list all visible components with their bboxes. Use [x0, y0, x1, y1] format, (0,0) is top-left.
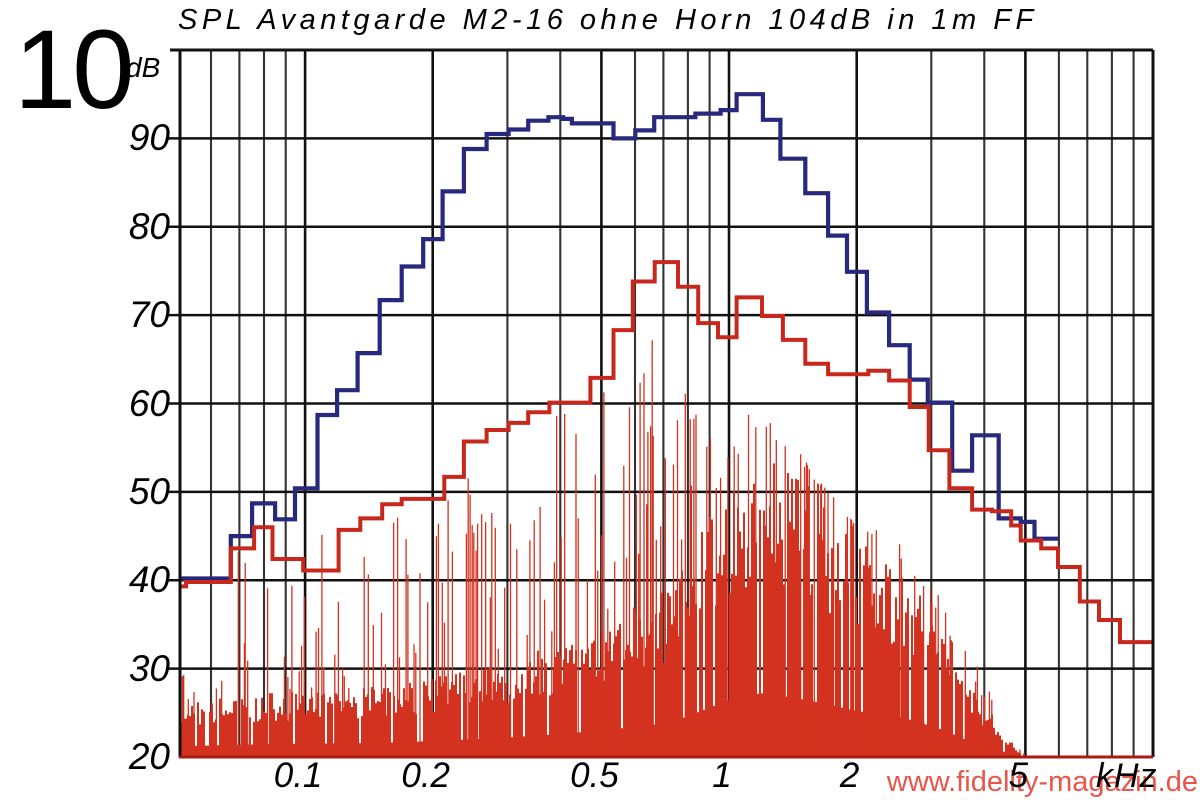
x-axis-unit-label: kHz — [1096, 757, 1158, 795]
y-tick-label-60: 60 — [128, 382, 170, 424]
y-tick-label-30: 30 — [128, 647, 170, 689]
x-tick-label-0.1: 0.1 — [273, 756, 323, 795]
y-tick-label-20: 20 — [128, 736, 170, 777]
y-tick-label-70: 70 — [128, 294, 170, 336]
x-tick-label-2: 2 — [839, 756, 860, 795]
y-axis-unit-label: dB — [126, 52, 161, 83]
y-tick-label-90: 90 — [128, 117, 170, 159]
y-tick-label-50: 50 — [128, 470, 170, 512]
y-tick-label-80: 80 — [128, 205, 170, 247]
db-per-division-label: 10 — [14, 7, 135, 132]
y-tick-label-40: 40 — [128, 559, 170, 601]
x-tick-label-0.2: 0.2 — [401, 756, 451, 795]
x-tick-label-5: 5 — [1008, 756, 1029, 795]
x-tick-label-0.5: 0.5 — [570, 756, 619, 795]
watermark-url: www.fidelity-magazin.de — [886, 766, 1198, 798]
x-tick-label-1: 1 — [712, 756, 732, 795]
chart-title: SPL Avantgarde M2-16 ohne Horn 104dB in … — [178, 4, 1038, 36]
